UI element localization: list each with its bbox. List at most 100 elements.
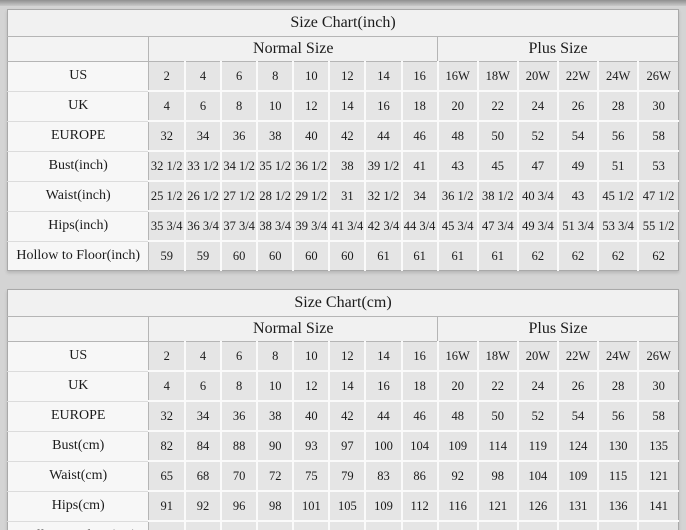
size-value-cell: 36 3/4 — [184, 211, 223, 242]
size-value-cell: 10 — [257, 91, 295, 122]
size-value-cell: 22 — [477, 371, 519, 402]
size-value-cell: 34 — [184, 121, 223, 152]
size-value-cell: 158 — [517, 521, 559, 530]
row-label: EUROPE — [7, 401, 150, 432]
size-value-cell: 158 — [557, 521, 600, 530]
size-value-cell: 42 — [329, 121, 367, 152]
size-value-cell: 104 — [517, 461, 559, 492]
size-value-cell: 55 1/2 — [638, 211, 679, 242]
size-chart-cm-section: Size Chart(cm) Normal Size Plus Size US 2 4 6 8… — [7, 289, 679, 530]
size-value-cell: 30 — [638, 91, 679, 122]
size-value-cell: 16 — [401, 341, 439, 372]
size-value-cell: 14 — [365, 61, 403, 92]
size-value-cell: 16W — [437, 341, 479, 372]
size-value-cell: 6 — [221, 61, 259, 92]
size-value-cell: 46 — [401, 401, 439, 432]
page-top-edge — [0, 0, 686, 6]
size-value-cell: 155 — [365, 521, 403, 530]
size-value-cell: 27 1/2 — [221, 181, 259, 212]
size-value-cell: 51 3/4 — [557, 211, 600, 242]
size-value-cell: 49 — [557, 151, 600, 182]
size-value-cell: 124 — [557, 431, 600, 462]
size-value-cell: 28 1/2 — [257, 181, 295, 212]
row-label: UK — [7, 91, 150, 122]
size-value-cell: 49 3/4 — [517, 211, 559, 242]
size-value-cell: 37 3/4 — [221, 211, 259, 242]
size-value-cell: 20W — [517, 61, 559, 92]
size-value-cell: 62 — [517, 241, 559, 271]
normal-size-header: Normal Size — [148, 36, 439, 62]
size-value-cell: 34 — [184, 401, 223, 432]
size-value-cell: 22W — [557, 341, 600, 372]
row-label: Hips(inch) — [7, 211, 150, 242]
size-value-cell: 25 1/2 — [148, 181, 186, 212]
size-value-cell: 47 1/2 — [638, 181, 679, 212]
size-value-cell: 155 — [437, 521, 479, 530]
row-label: EUROPE — [7, 121, 150, 152]
row-label: Waist(cm) — [7, 461, 150, 492]
size-value-cell: 38 3/4 — [257, 211, 295, 242]
size-value-cell: 119 — [517, 431, 559, 462]
size-value-cell: 14 — [329, 91, 367, 122]
size-value-cell: 30 — [638, 371, 679, 402]
size-value-cell: 18 — [401, 91, 439, 122]
size-value-cell: 8 — [221, 91, 259, 122]
table-row: UK 4 6 8 10 12 14 16 18 20 22 24 26 28 30 — [7, 371, 679, 402]
size-value-cell: 34 1/2 — [221, 151, 259, 182]
row-label: Hips(cm) — [7, 491, 150, 522]
size-value-cell: 92 — [437, 461, 479, 492]
size-value-cell: 16 — [401, 61, 439, 92]
size-value-cell: 61 — [401, 241, 439, 271]
size-value-cell: 6 — [184, 371, 223, 402]
size-value-cell: 54 — [557, 121, 600, 152]
table-row: UK 4 6 8 10 12 14 16 18 20 22 24 26 28 30 — [7, 91, 679, 122]
table-row: EUROPE 32 34 36 38 40 42 44 46 48 50 52 54 56 58 — [7, 121, 679, 152]
size-value-cell: 75 — [293, 461, 331, 492]
row-label: US — [7, 61, 150, 92]
size-value-cell: 26 — [557, 91, 600, 122]
table-row: Bust(cm) 82 84 88 90 93 97 100 104 109 114 119 124 13… — [7, 431, 679, 462]
size-value-cell: 12 — [329, 341, 367, 372]
size-value-cell: 4 — [148, 91, 186, 122]
size-value-cell: 8 — [257, 61, 295, 92]
size-value-cell: 60 — [293, 241, 331, 271]
size-value-cell: 60 — [257, 241, 295, 271]
plus-size-header: Plus Size — [437, 36, 679, 62]
row-label: Bust(cm) — [7, 431, 150, 462]
size-value-cell: 38 — [257, 121, 295, 152]
size-value-cell: 4 — [148, 371, 186, 402]
size-value-cell: 41 3/4 — [329, 211, 367, 242]
table-row: Waist(inch) 25 1/2 26 1/2 27 1/2 28 1/2 29 1/… — [7, 181, 679, 212]
size-value-cell: 44 — [365, 401, 403, 432]
size-value-cell: 10 — [257, 371, 295, 402]
size-chart-inch-section: Size Chart(inch) Normal Size Plus Size US 2 4… — [7, 9, 679, 271]
size-value-cell: 96 — [221, 491, 259, 522]
size-value-cell: 109 — [557, 461, 600, 492]
size-value-cell: 109 — [437, 431, 479, 462]
table-row: Hollow to Floor(cm)141147150150152152155… — [7, 521, 679, 530]
size-value-cell: 45 1/2 — [598, 181, 640, 212]
size-value-cell: 42 3/4 — [365, 211, 403, 242]
size-value-cell: 26 1/2 — [184, 181, 223, 212]
size-value-cell: 58 — [638, 401, 679, 432]
size-value-cell: 62 — [598, 241, 640, 271]
size-value-cell: 98 — [257, 491, 295, 522]
size-value-cell: 61 — [477, 241, 519, 271]
row-label: Hollow to Floor(inch) — [7, 241, 150, 271]
size-value-cell: 4 — [184, 341, 223, 372]
size-value-cell: 40 3/4 — [517, 181, 559, 212]
size-value-cell: 53 3/4 — [598, 211, 640, 242]
size-value-cell: 86 — [401, 461, 439, 492]
size-value-cell: 45 3/4 — [437, 211, 479, 242]
size-value-cell: 44 3/4 — [401, 211, 439, 242]
size-value-cell: 18W — [477, 341, 519, 372]
size-value-cell: 48 — [437, 121, 479, 152]
size-value-cell: 8 — [257, 341, 295, 372]
size-table: Size Chart(cm) Normal Size Plus Size US 2 4 6 8… — [7, 289, 679, 530]
size-value-cell: 35 1/2 — [257, 151, 295, 182]
size-value-cell: 2 — [148, 341, 186, 372]
size-value-cell: 155 — [477, 521, 519, 530]
size-value-cell: 40 — [293, 401, 331, 432]
size-value-cell: 70 — [221, 461, 259, 492]
size-value-cell: 112 — [401, 491, 439, 522]
